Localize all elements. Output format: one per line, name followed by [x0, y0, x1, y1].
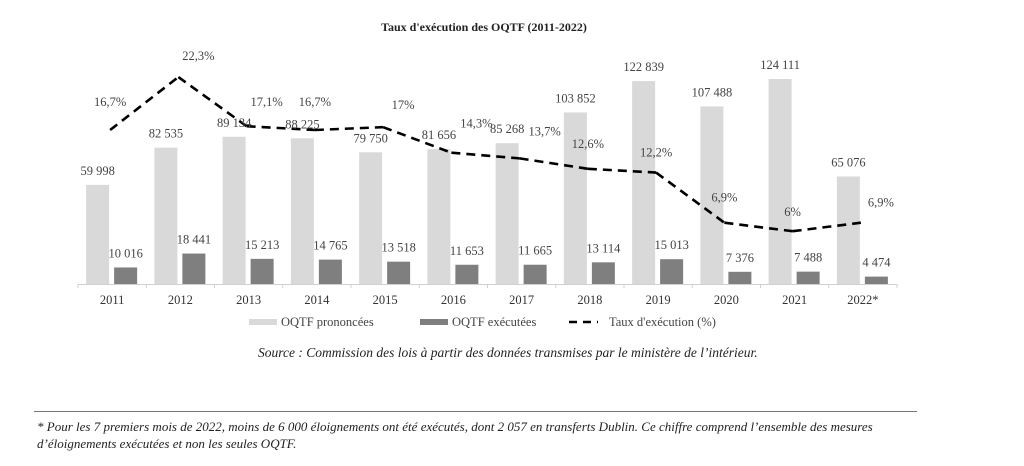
- bar-prononcees: [427, 149, 451, 284]
- data-label-executees: 15 213: [245, 238, 279, 252]
- bars: [86, 79, 888, 285]
- bar-executees: [728, 271, 752, 284]
- data-label-prononcees: 65 076: [831, 156, 865, 170]
- bar-prononcees: [359, 152, 383, 284]
- legend: OQTF prononcées OQTF exécutées Taux d'ex…: [249, 315, 716, 329]
- data-label-prononcees: 122 839: [623, 60, 664, 74]
- x-tick-label: 2011: [100, 293, 125, 307]
- x-tick-label: 2018: [577, 293, 602, 307]
- chart-title: Taux d'exécution des OQTF (2011-2022): [381, 20, 587, 34]
- data-label-prononcees: 103 852: [555, 91, 596, 105]
- bar-prononcees: [495, 143, 519, 284]
- data-label-taux: 12,6%: [572, 137, 604, 151]
- x-tick-label: 2014: [304, 293, 330, 307]
- bar-prononcees: [86, 184, 110, 284]
- bar-executees: [591, 262, 615, 284]
- data-label-prononcees: 89 134: [217, 116, 252, 130]
- data-label-taux: 17%: [392, 98, 415, 112]
- data-label-taux: 6,9%: [711, 191, 737, 205]
- bar-executees: [250, 258, 274, 284]
- bar-executees: [523, 264, 547, 284]
- data-label-executees: 10 016: [108, 246, 142, 260]
- data-label-taux: 6,9%: [868, 196, 894, 210]
- bar-executees: [114, 267, 138, 284]
- data-label-taux: 16,7%: [94, 95, 126, 109]
- data-label-prononcees: 82 535: [149, 127, 183, 141]
- data-label-prononcees: 59 998: [80, 164, 114, 178]
- x-tick-label: 2021: [782, 293, 807, 307]
- data-label-taux: 6%: [784, 205, 801, 219]
- rate-line-segment: [246, 124, 315, 132]
- data-label-executees: 4 474: [862, 256, 891, 270]
- x-tick-label: 2019: [646, 293, 671, 307]
- data-label-taux: 13,7%: [528, 124, 560, 138]
- data-labels: 59 998 10 016 82 535 18 441 89 134 15 213 88 2…: [80, 49, 893, 270]
- data-label-prononcees: 107 488: [692, 85, 733, 99]
- x-tick-label: 2012: [168, 293, 193, 307]
- x-axis-ticks: [77, 284, 898, 288]
- rate-line-layer: [109, 75, 862, 233]
- legend-label-executees: OQTF exécutées: [452, 315, 536, 329]
- bar-executees: [182, 253, 206, 284]
- source-note: Source : Commission des lois à partir de…: [258, 345, 758, 360]
- x-tick-label: 2017: [509, 293, 534, 307]
- data-label-prononcees: 81 656: [422, 128, 456, 142]
- rate-line-segment: [382, 125, 452, 154]
- data-label-executees: 15 013: [654, 238, 688, 252]
- data-label-executees: 11 665: [518, 244, 552, 258]
- data-label-executees: 7 488: [794, 251, 822, 265]
- rate-line-segment: [314, 125, 384, 132]
- bar-prononcees: [222, 136, 246, 284]
- data-label-taux: 12,2%: [640, 146, 672, 160]
- bar-executees: [864, 276, 888, 284]
- bar-prononcees: [154, 147, 178, 284]
- rate-line-segment: [724, 221, 793, 233]
- rate-line-segment: [587, 167, 657, 174]
- bar-executees: [455, 264, 479, 284]
- footnote-divider: [34, 411, 917, 412]
- data-label-prononcees: 79 750: [353, 131, 387, 145]
- data-label-executees: 13 518: [381, 241, 415, 255]
- rate-line-segment: [792, 221, 862, 233]
- data-label-taux: 16,7%: [299, 95, 331, 109]
- data-label-taux: 22,3%: [182, 49, 214, 63]
- legend-swatch-prononcees: [249, 319, 277, 325]
- data-label-executees: 13 114: [586, 241, 621, 255]
- bar-prononcees: [836, 176, 860, 284]
- bar-executees: [318, 259, 342, 284]
- x-tick-label: 2013: [236, 293, 261, 307]
- legend-label-prononcees: OQTF prononcées: [281, 315, 374, 329]
- data-label-prononcees: 88 225: [285, 117, 319, 131]
- rate-line-segment: [519, 157, 589, 171]
- data-label-executees: 7 376: [726, 251, 754, 265]
- rate-line-segment: [451, 151, 520, 160]
- x-tick-label: 2015: [373, 293, 398, 307]
- x-tick-label: 2022*: [847, 293, 878, 307]
- footnote: * Pour les 7 premiers mois de 2022, moin…: [37, 419, 873, 451]
- bar-executees: [660, 259, 684, 284]
- legend-label-taux: Taux d'exécution (%): [609, 315, 716, 329]
- data-label-executees: 14 765: [313, 239, 347, 253]
- bar-executees: [796, 271, 820, 284]
- x-tick-label: 2020: [714, 293, 739, 307]
- x-tick-labels: 2011 2012 2013 2014 2015 2016 2017 2018 2019 2020…: [100, 293, 879, 307]
- data-label-executees: 11 653: [450, 244, 484, 258]
- data-label-taux: 17,1%: [250, 95, 282, 109]
- chart: Taux d'exécution des OQTF (2011-2022) 59…: [77, 20, 898, 329]
- data-label-prononcees: 124 111: [760, 58, 800, 72]
- x-tick-label: 2016: [441, 293, 466, 307]
- bar-prononcees: [700, 106, 724, 284]
- legend-swatch-executees: [420, 319, 448, 325]
- bar-prononcees: [563, 112, 587, 285]
- bar-executees: [387, 261, 411, 284]
- data-label-prononcees: 85 268: [490, 122, 524, 136]
- bar-prononcees: [290, 138, 314, 284]
- data-label-executees: 18 441: [177, 233, 211, 247]
- bar-prononcees: [768, 79, 792, 284]
- data-label-taux: 14,3%: [460, 117, 492, 131]
- bar-prononcees: [632, 81, 656, 285]
